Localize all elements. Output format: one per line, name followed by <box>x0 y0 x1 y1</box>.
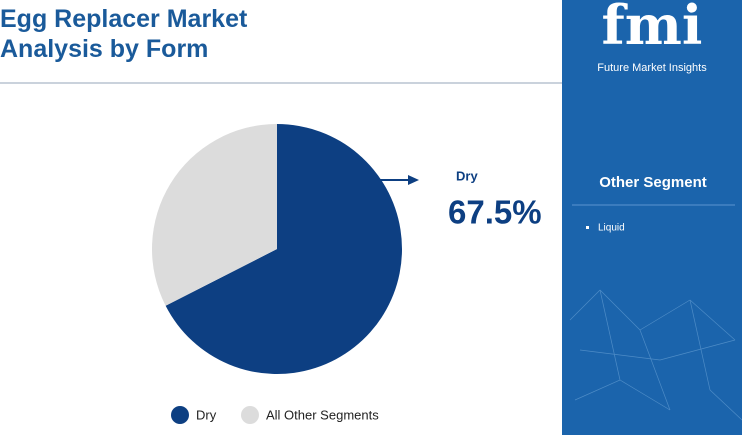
pie-slice <box>165 124 402 375</box>
panel-heading: Other Segment <box>599 174 707 191</box>
title-line: Egg Replacer Market <box>0 5 248 33</box>
bullet <box>586 226 589 229</box>
brand-name: Future Market Insights <box>597 62 707 74</box>
callout-category: Dry <box>456 168 478 183</box>
title-line: Analysis by Form <box>0 35 208 63</box>
legend-label: All Other Segments <box>266 407 379 422</box>
pie-slice <box>152 124 277 306</box>
legend-label: Dry <box>196 407 217 422</box>
callout-value: 67.5% <box>448 194 542 231</box>
legend-swatch <box>241 406 259 424</box>
chart-title: Egg Replacer Market Analysis by Form <box>0 5 248 63</box>
logo: fmi <box>602 0 703 57</box>
legend-swatch <box>171 406 189 424</box>
panel-item: Liquid <box>598 223 625 234</box>
callout-arrowhead <box>408 175 419 185</box>
decoration <box>569 289 742 421</box>
